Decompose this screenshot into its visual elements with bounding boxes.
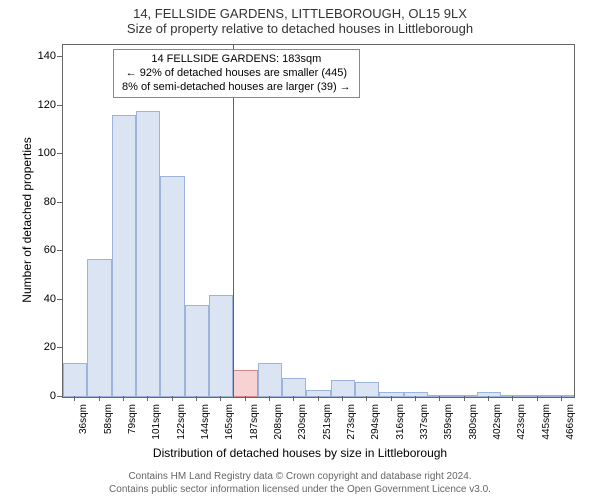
x-tick-mark (123, 396, 124, 401)
x-tick-label: 359sqm (443, 404, 454, 444)
histogram-bar (136, 111, 160, 397)
y-tick-label: 80 (28, 196, 56, 208)
x-tick-mark (391, 396, 392, 401)
title-block: 14, FELLSIDE GARDENS, LITTLEBOROUGH, OL1… (0, 0, 600, 36)
histogram-bar (63, 363, 87, 397)
y-tick-mark (57, 250, 62, 251)
x-tick-label: 79sqm (127, 404, 138, 444)
y-tick-label: 140 (28, 50, 56, 62)
histogram-bar (282, 378, 306, 397)
histogram-bar (233, 370, 257, 397)
x-tick-label: 337sqm (419, 404, 430, 444)
x-tick-label: 122sqm (176, 404, 187, 444)
footer-line1: Contains HM Land Registry data © Crown c… (0, 470, 600, 483)
y-tick-label: 120 (28, 99, 56, 111)
x-tick-mark (366, 396, 367, 401)
x-tick-label: 402sqm (492, 404, 503, 444)
x-tick-label: 144sqm (200, 404, 211, 444)
subtitle: Size of property relative to detached ho… (0, 21, 600, 36)
x-tick-mark (342, 396, 343, 401)
x-tick-label: 165sqm (224, 404, 235, 444)
annotation-line1: 14 FELLSIDE GARDENS: 183sqm (122, 53, 351, 67)
histogram-bar (331, 380, 355, 397)
x-tick-mark (172, 396, 173, 401)
histogram-bar (209, 295, 233, 397)
x-tick-label: 251sqm (322, 404, 333, 444)
annotation-box: 14 FELLSIDE GARDENS: 183sqm ← 92% of det… (113, 49, 360, 98)
x-tick-label: 208sqm (273, 404, 284, 444)
y-tick-mark (57, 56, 62, 57)
x-tick-label: 445sqm (541, 404, 552, 444)
y-tick-mark (57, 153, 62, 154)
annotation-line3: 8% of semi-detached houses are larger (3… (122, 81, 351, 95)
histogram-bar (501, 395, 525, 397)
address-title: 14, FELLSIDE GARDENS, LITTLEBOROUGH, OL1… (0, 6, 600, 21)
x-tick-mark (196, 396, 197, 401)
x-tick-label: 380sqm (468, 404, 479, 444)
histogram-bar (112, 115, 136, 397)
x-tick-mark (318, 396, 319, 401)
x-tick-label: 273sqm (346, 404, 357, 444)
x-tick-mark (415, 396, 416, 401)
histogram-bar (160, 176, 184, 397)
footer-line2: Contains public sector information licen… (0, 483, 600, 496)
histogram-bar (185, 305, 209, 397)
y-tick-label: 60 (28, 244, 56, 256)
x-tick-mark (488, 396, 489, 401)
x-tick-mark (439, 396, 440, 401)
x-tick-label: 423sqm (516, 404, 527, 444)
histogram-bar (258, 363, 282, 397)
x-tick-mark (99, 396, 100, 401)
x-axis-label: Distribution of detached houses by size … (0, 446, 600, 460)
y-tick-mark (57, 202, 62, 203)
x-tick-mark (245, 396, 246, 401)
y-tick-label: 0 (28, 390, 56, 402)
x-tick-label: 187sqm (249, 404, 260, 444)
histogram-bar (87, 259, 111, 397)
x-tick-mark (147, 396, 148, 401)
y-tick-mark (57, 105, 62, 106)
x-tick-mark (537, 396, 538, 401)
y-tick-mark (57, 347, 62, 348)
x-tick-label: 101sqm (151, 404, 162, 444)
x-tick-mark (220, 396, 221, 401)
x-tick-mark (74, 396, 75, 401)
x-tick-mark (293, 396, 294, 401)
x-tick-mark (269, 396, 270, 401)
x-tick-label: 36sqm (78, 404, 89, 444)
x-tick-label: 466sqm (565, 404, 576, 444)
x-tick-label: 230sqm (297, 404, 308, 444)
footer: Contains HM Land Registry data © Crown c… (0, 470, 600, 496)
x-tick-mark (561, 396, 562, 401)
histogram-bar (428, 395, 452, 397)
annotation-line2: ← 92% of detached houses are smaller (44… (122, 67, 351, 81)
histogram-bar (355, 382, 379, 397)
x-tick-mark (464, 396, 465, 401)
y-tick-label: 20 (28, 341, 56, 353)
y-tick-mark (57, 299, 62, 300)
y-tick-label: 100 (28, 147, 56, 159)
chart-container: 14, FELLSIDE GARDENS, LITTLEBOROUGH, OL1… (0, 0, 600, 500)
x-tick-label: 294sqm (370, 404, 381, 444)
x-tick-mark (512, 396, 513, 401)
y-tick-label: 40 (28, 293, 56, 305)
y-tick-mark (57, 396, 62, 397)
x-tick-label: 58sqm (103, 404, 114, 444)
x-tick-label: 316sqm (395, 404, 406, 444)
